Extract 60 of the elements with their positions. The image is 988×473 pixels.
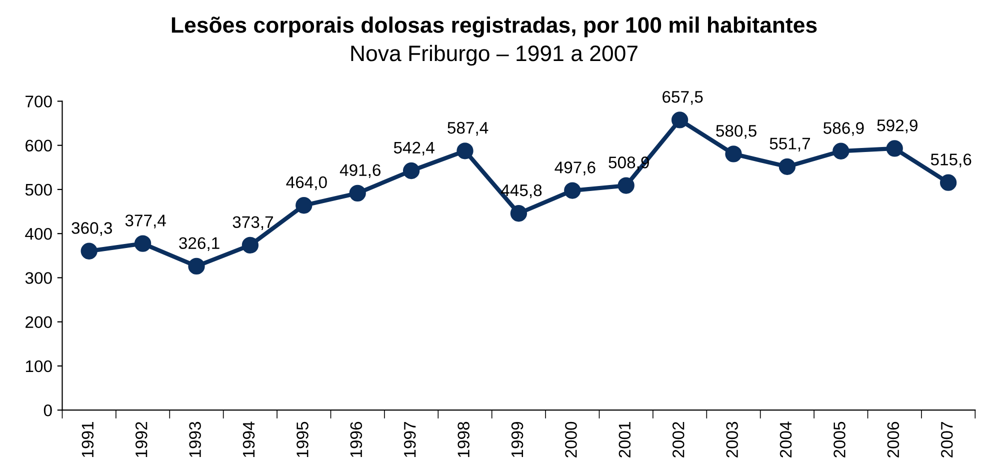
point [886, 140, 903, 157]
point [778, 158, 796, 175]
x-tick-label: 2003 [726, 422, 738, 458]
y-tick-label: 200 [26, 316, 52, 328]
point [456, 142, 474, 160]
point [242, 236, 259, 254]
data-label: 377,4 [125, 214, 166, 228]
x-tick-label: 1994 [242, 422, 255, 458]
point [618, 177, 634, 194]
x-tick-label: 1992 [135, 422, 148, 458]
x-tick-label: 2004 [780, 422, 792, 458]
data-label: 586,9 [823, 122, 864, 136]
x-tick-label: 1991 [82, 422, 94, 458]
data-label: 657,5 [662, 90, 703, 105]
data-label: 592,9 [877, 119, 918, 134]
chart-title: Lesões corporais dolosas registradas, por 100 mil habitantes [172, 16, 817, 38]
x-tick-label: 1998 [458, 422, 470, 458]
y-tick-label: 400 [25, 228, 52, 240]
y-tick-label: 300 [25, 272, 52, 284]
x-tick-label: 2002 [672, 422, 684, 458]
point [80, 242, 98, 260]
point [402, 162, 420, 180]
x-tick-label: 2007 [940, 422, 953, 458]
y-tick-label: 600 [26, 140, 52, 152]
x-tick-label: 2006 [887, 422, 900, 458]
data-label: 360,3 [72, 222, 112, 236]
y-tick-label: 500 [25, 184, 52, 196]
x-tick-label: 1999 [511, 422, 524, 458]
x-tick-label: 2001 [618, 422, 631, 458]
point [134, 235, 152, 252]
x-tick-label: 1993 [189, 422, 201, 458]
point [832, 142, 850, 160]
x-tick-label: 1995 [296, 422, 308, 458]
data-label: 491,6 [340, 164, 380, 178]
point [564, 182, 581, 199]
data-label: 464,0 [286, 176, 327, 190]
data-label: 580,5 [716, 124, 756, 139]
data-label: 542,4 [394, 142, 434, 156]
x-tick-label: 1997 [404, 422, 416, 458]
data-label: 373,7 [232, 216, 273, 230]
point [671, 112, 688, 128]
x-tick-label: 1996 [350, 422, 362, 458]
data-label: 445,8 [501, 184, 542, 198]
x-tick-label: 2000 [565, 422, 577, 458]
y-tick-label: 700 [26, 96, 52, 108]
data-label: 326,1 [179, 237, 220, 251]
data-label: 587,4 [448, 122, 488, 136]
point [296, 197, 312, 214]
y-tick-label: 0 [44, 404, 52, 416]
data-label: 515,6 [930, 154, 972, 168]
y-tick-label: 100 [26, 360, 52, 372]
data-label: 551,7 [770, 138, 810, 152]
data-label: 497,6 [554, 162, 596, 176]
point [725, 146, 742, 162]
chart-subtitle: Nova Friburgo – 1991 a 2007 [351, 44, 638, 66]
point [188, 258, 205, 275]
point [940, 174, 957, 191]
point [349, 184, 366, 202]
x-tick-label: 2005 [834, 422, 846, 458]
point [510, 205, 528, 222]
